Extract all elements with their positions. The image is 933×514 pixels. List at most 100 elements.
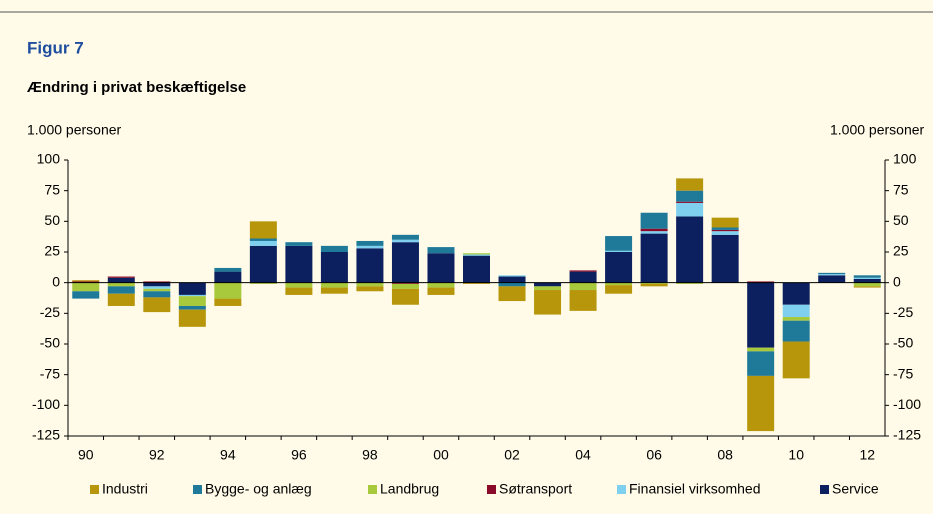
bar-segment — [818, 272, 846, 275]
y-tick-label: -75 — [40, 365, 60, 381]
bar-segment — [676, 202, 704, 217]
bar-segment — [747, 375, 775, 432]
bar-segment — [605, 250, 633, 252]
x-tick-label: 92 — [149, 447, 165, 463]
bar-segment — [498, 286, 526, 302]
bar-segment — [249, 221, 277, 239]
bar-segment — [818, 274, 846, 276]
bar-segment — [853, 275, 881, 278]
bar-segment — [782, 282, 810, 305]
bar-segment — [853, 282, 881, 287]
bar-segment — [534, 282, 562, 287]
bar-segment — [747, 282, 775, 348]
bar-segment — [463, 255, 490, 283]
bar-segment — [249, 238, 277, 241]
bar-segment — [285, 242, 313, 246]
bar-segment — [178, 282, 206, 295]
bar-segment — [143, 288, 171, 292]
bar-segment — [498, 282, 526, 287]
bar-segment — [676, 190, 704, 202]
bar-segment — [534, 286, 562, 291]
bar-segment — [853, 286, 881, 288]
bar-segment — [853, 278, 881, 283]
bar-segment — [853, 277, 881, 279]
bar-segment — [427, 287, 455, 295]
bar-segment — [676, 216, 704, 283]
y-tick-label: 100 — [37, 151, 61, 167]
bar-segment — [178, 309, 206, 327]
bar-segment — [640, 231, 668, 234]
bar-segment — [605, 236, 633, 251]
bar-segment — [463, 254, 490, 256]
bar-segment — [640, 282, 668, 284]
y2-tick-label: -75 — [893, 365, 913, 381]
bar-segment — [391, 288, 419, 305]
bar-segment — [285, 287, 313, 295]
bar-segment — [356, 245, 384, 249]
legend-swatch — [368, 485, 377, 494]
x-tick-label: 96 — [291, 447, 307, 463]
bar-segment — [356, 248, 384, 283]
bar-segment — [498, 275, 526, 277]
bar-segment — [356, 282, 384, 287]
x-tick-label: 10 — [788, 447, 804, 463]
bar-segment — [782, 341, 810, 379]
legend-label: Service — [832, 481, 879, 497]
legend-label: Søtransport — [499, 481, 572, 497]
legend-swatch — [820, 485, 829, 494]
bar-segment — [320, 282, 348, 288]
bar-segment — [285, 245, 313, 283]
bar-segment — [107, 282, 135, 287]
y-tick-label: -125 — [32, 427, 60, 443]
y2-tick-label: 25 — [893, 243, 909, 259]
bar-segment — [214, 298, 242, 306]
y-tick-label: 0 — [52, 273, 60, 289]
legend-swatch — [193, 485, 202, 494]
bar-segment — [285, 282, 313, 288]
bar-segment — [711, 234, 739, 283]
bar-segment — [818, 275, 846, 283]
x-tick-label: 06 — [646, 447, 662, 463]
bar-segment — [214, 282, 242, 299]
bar-segment — [640, 228, 668, 232]
bar-segment — [107, 293, 135, 306]
bar-segment — [391, 242, 419, 283]
bar-segment — [249, 240, 277, 246]
y-axis-label: 1.000 personer — [27, 122, 122, 138]
figure-label: Figur 7 — [27, 38, 84, 57]
x-tick-label: 90 — [78, 447, 94, 463]
bar-segment — [711, 217, 739, 228]
x-tick-label: 98 — [362, 447, 378, 463]
bar-segment — [569, 270, 597, 272]
y-tick-label: 75 — [44, 181, 60, 197]
bar-segment — [249, 245, 277, 283]
bar-segment — [214, 271, 242, 283]
bar-segment — [72, 282, 100, 292]
bar-segment — [391, 282, 419, 284]
bar-segment — [711, 227, 739, 230]
bar-segment — [107, 286, 135, 294]
bar-segment — [143, 286, 171, 289]
bar-segment — [214, 267, 242, 272]
legend-swatch — [90, 485, 99, 494]
bar-segment — [107, 276, 135, 278]
legend-label: Finansiel virksomhed — [629, 481, 761, 497]
bar-segment — [72, 281, 100, 283]
y2-tick-label: -100 — [893, 396, 921, 412]
bar-segment — [676, 178, 704, 191]
bar-segment — [427, 253, 455, 283]
bar-segment — [320, 245, 348, 252]
bar-segment — [640, 233, 668, 283]
x-tick-label: 02 — [504, 447, 520, 463]
bar-segment — [178, 294, 206, 297]
y2-tick-label: 50 — [893, 212, 909, 228]
bar-segment — [569, 271, 597, 283]
bar-segment — [534, 290, 562, 315]
bar-segment — [747, 351, 775, 376]
bar-segment — [391, 283, 419, 289]
y2-axis-label: 1.000 personer — [830, 122, 925, 138]
bar-segment — [711, 231, 739, 235]
y2-tick-label: 75 — [893, 181, 909, 197]
bar-segment — [143, 291, 171, 298]
